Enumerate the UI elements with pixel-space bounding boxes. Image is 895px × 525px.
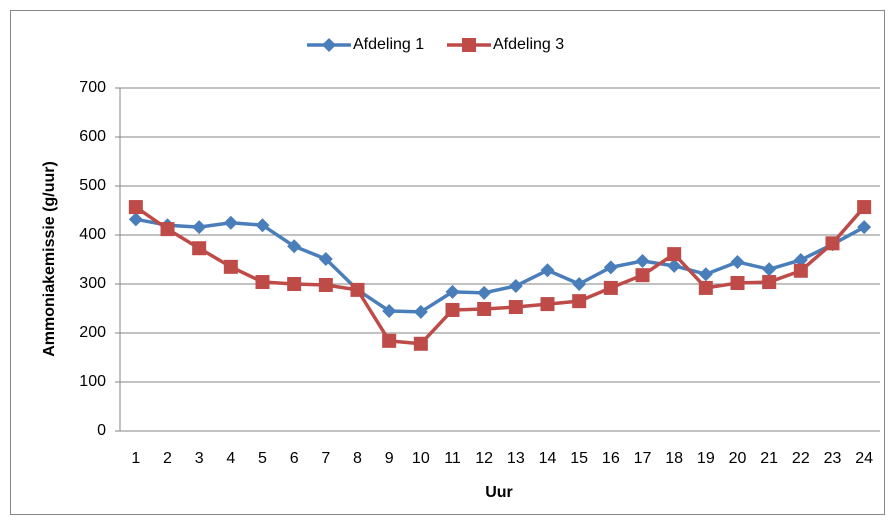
data-point bbox=[572, 294, 587, 309]
data-point bbox=[128, 200, 143, 215]
data-point bbox=[825, 236, 840, 251]
data-point bbox=[857, 220, 872, 235]
data-point bbox=[255, 218, 270, 233]
x-tick-label: 18 bbox=[665, 450, 683, 467]
x-tick-label: 5 bbox=[258, 450, 267, 467]
y-tick-label: 500 bbox=[79, 177, 106, 194]
data-point bbox=[223, 215, 238, 230]
data-point bbox=[730, 254, 745, 269]
data-point bbox=[667, 258, 682, 273]
data-point bbox=[793, 263, 808, 278]
data-point bbox=[667, 247, 682, 262]
x-tick-label: 16 bbox=[602, 450, 620, 467]
data-point bbox=[445, 284, 460, 299]
y-tick-label: 600 bbox=[79, 128, 106, 145]
x-tick-label: 3 bbox=[195, 450, 204, 467]
data-point bbox=[445, 302, 460, 317]
data-point bbox=[318, 277, 333, 292]
data-point bbox=[540, 263, 555, 278]
y-tick-label: 300 bbox=[79, 275, 106, 292]
x-tick-label: 12 bbox=[475, 450, 493, 467]
data-point bbox=[413, 304, 428, 319]
y-tick-label: 200 bbox=[79, 324, 106, 341]
data-point bbox=[382, 303, 397, 318]
data-point bbox=[413, 336, 428, 351]
data-point bbox=[192, 241, 207, 256]
x-tick-label: 6 bbox=[290, 450, 299, 467]
data-point bbox=[508, 278, 523, 293]
x-tick-label: 19 bbox=[697, 450, 715, 467]
data-point bbox=[382, 333, 397, 348]
data-point bbox=[572, 277, 587, 291]
data-point bbox=[698, 280, 713, 295]
legend-label: Afdeling 3 bbox=[493, 36, 564, 53]
x-tick-label: 13 bbox=[507, 450, 525, 467]
data-point bbox=[508, 300, 523, 315]
data-point bbox=[730, 276, 745, 291]
data-point bbox=[698, 267, 713, 282]
y-axis-label: Ammoniakemissie (g/uur) bbox=[41, 161, 58, 357]
data-point bbox=[603, 280, 618, 295]
x-tick-label: 24 bbox=[855, 450, 873, 467]
data-point bbox=[223, 259, 238, 274]
data-point bbox=[762, 275, 777, 290]
data-point bbox=[477, 301, 492, 316]
data-point bbox=[635, 268, 650, 283]
x-tick-label: 4 bbox=[226, 450, 235, 467]
x-tick-label: 10 bbox=[412, 450, 430, 467]
data-point bbox=[287, 277, 302, 291]
x-tick-label: 22 bbox=[792, 450, 810, 467]
y-tick-label: 0 bbox=[97, 422, 106, 439]
data-point bbox=[160, 222, 175, 237]
x-tick-label: 20 bbox=[729, 450, 747, 467]
data-point bbox=[477, 285, 492, 300]
y-tick-label: 100 bbox=[79, 373, 106, 390]
data-point bbox=[857, 200, 872, 215]
legend-label: Afdeling 1 bbox=[353, 36, 424, 53]
y-tick-label: 400 bbox=[79, 226, 106, 243]
data-point bbox=[128, 212, 143, 227]
x-tick-label: 9 bbox=[385, 450, 394, 467]
data-point bbox=[350, 282, 365, 297]
data-point bbox=[318, 252, 333, 267]
x-tick-label: 11 bbox=[444, 450, 461, 467]
x-tick-label: 1 bbox=[131, 450, 140, 467]
legend-marker bbox=[322, 38, 336, 52]
data-point bbox=[762, 262, 777, 277]
x-tick-label: 2 bbox=[163, 450, 172, 467]
data-point bbox=[192, 220, 207, 235]
data-point bbox=[635, 253, 650, 268]
data-point bbox=[793, 252, 808, 267]
x-axis-label: Uur bbox=[485, 484, 513, 501]
data-point bbox=[540, 297, 555, 312]
data-point bbox=[287, 239, 302, 254]
legend-marker bbox=[462, 38, 476, 52]
x-tick-label: 17 bbox=[634, 450, 652, 467]
data-point bbox=[255, 275, 270, 290]
y-tick-label: 700 bbox=[79, 79, 106, 96]
x-tick-label: 15 bbox=[570, 450, 588, 467]
x-tick-label: 14 bbox=[539, 450, 557, 467]
x-tick-label: 23 bbox=[824, 450, 842, 467]
chart-frame bbox=[10, 10, 885, 515]
x-tick-label: 21 bbox=[760, 450, 778, 467]
data-point bbox=[603, 260, 618, 275]
x-tick-label: 8 bbox=[353, 450, 362, 467]
x-tick-label: 7 bbox=[321, 450, 330, 467]
